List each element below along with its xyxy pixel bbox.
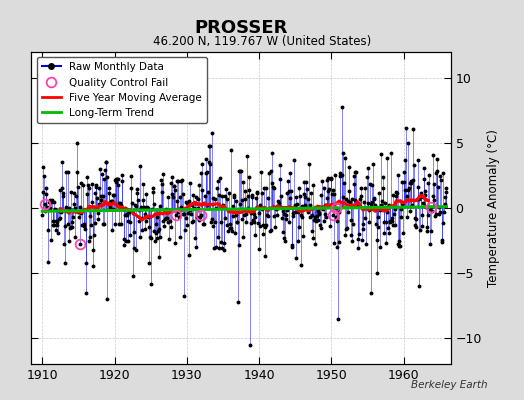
Text: 46.200 N, 119.767 W (United States): 46.200 N, 119.767 W (United States) — [153, 36, 371, 48]
Text: Berkeley Earth: Berkeley Earth — [411, 380, 487, 390]
Y-axis label: Temperature Anomaly (°C): Temperature Anomaly (°C) — [487, 129, 500, 287]
Legend: Raw Monthly Data, Quality Control Fail, Five Year Moving Average, Long-Term Tren: Raw Monthly Data, Quality Control Fail, … — [37, 57, 207, 123]
Title: PROSSER: PROSSER — [194, 18, 288, 36]
